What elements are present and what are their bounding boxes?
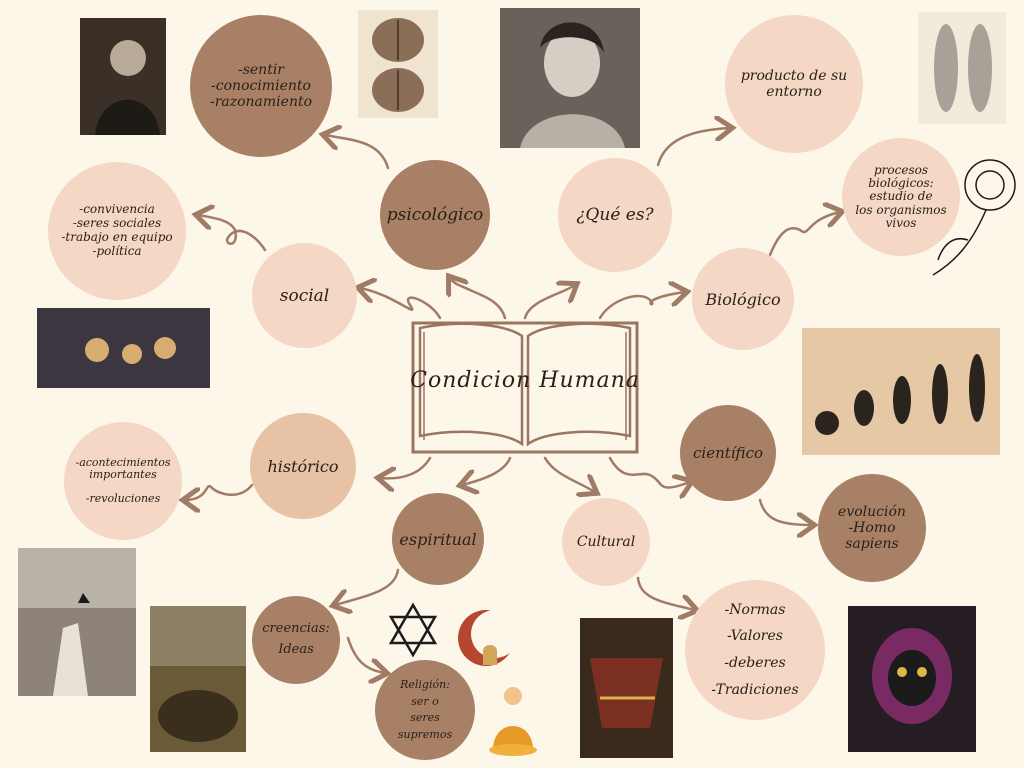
- social-circle: social: [252, 243, 357, 348]
- psicologico-detail-circle: -sentir -conocimiento -razonamiento: [190, 15, 332, 157]
- arrow-to-cultural: [543, 456, 595, 492]
- arrow-to-espiritual: [462, 456, 512, 485]
- arrow-to-cientifico: [608, 456, 690, 488]
- biologico-detail-circle: procesos biológicos: estudio de los orga…: [842, 138, 960, 256]
- book-icon: [411, 321, 639, 454]
- revolution-painting: [18, 548, 136, 696]
- portrait-man-photo: [80, 18, 166, 135]
- star-of-david-icon: [388, 602, 438, 658]
- psicologico-circle: psicológico: [380, 160, 490, 270]
- arrow-to-psicologico: [450, 278, 507, 320]
- arrow-bio-detail: [768, 212, 840, 257]
- arrow-creencias-religion: [346, 636, 385, 673]
- portrait-woman-photo: [500, 8, 640, 148]
- central-title: Condicion Humana: [410, 368, 640, 393]
- arrow-cult-detail: [636, 576, 695, 610]
- crescent-mosque-icon: [458, 610, 515, 666]
- biologico-circle: Biológico: [692, 248, 794, 350]
- carnival-mask-photo: [848, 606, 976, 752]
- cientifico-circle: científico: [680, 405, 776, 501]
- arrow-to-biologico: [598, 292, 685, 320]
- social-detail-circle: -convivencia -seres sociales -trabajo en…: [48, 162, 186, 300]
- fish-illustration: [918, 12, 1006, 124]
- cultural-detail-circle: -Normas -Valores -deberes -Tradiciones: [685, 580, 825, 720]
- arrow-psi-detail: [325, 135, 390, 170]
- buddha-icon: [489, 687, 537, 756]
- evolution-illustration: [802, 328, 1000, 455]
- cientifico-detail-circle: evolución -Homo sapiens: [818, 474, 926, 582]
- flower-drawing: [932, 159, 1016, 276]
- que-es-circle: ¿Qué es?: [558, 158, 672, 272]
- gears-teamwork-photo: [37, 308, 210, 388]
- arrow-to-social: [360, 288, 442, 320]
- arrow-to-historico: [380, 456, 432, 478]
- brain-illustration: [358, 10, 438, 118]
- espiritual-circle: espiritual: [392, 493, 484, 585]
- historico-circle: histórico: [250, 413, 356, 519]
- arrow-to-que-es: [523, 285, 575, 320]
- weaving-hands-photo: [580, 618, 673, 758]
- witches-painting: [150, 606, 246, 752]
- arrow-que-detail: [656, 128, 730, 167]
- religion-circle: Religión: ser o seres supremos: [375, 660, 475, 760]
- arrow-esp-creencias: [335, 568, 400, 605]
- que-es-detail-circle: producto de su entorno: [725, 15, 863, 153]
- creencias-circle: creencias: Ideas: [252, 596, 340, 684]
- cultural-circle: Cultural: [562, 498, 650, 586]
- arrow-hist-detail: [185, 483, 254, 500]
- arrow-cient-detail: [758, 498, 812, 525]
- historico-detail-circle: -acontecimientos importantes -revolucion…: [64, 422, 182, 540]
- arrow-social-detail: [198, 215, 267, 252]
